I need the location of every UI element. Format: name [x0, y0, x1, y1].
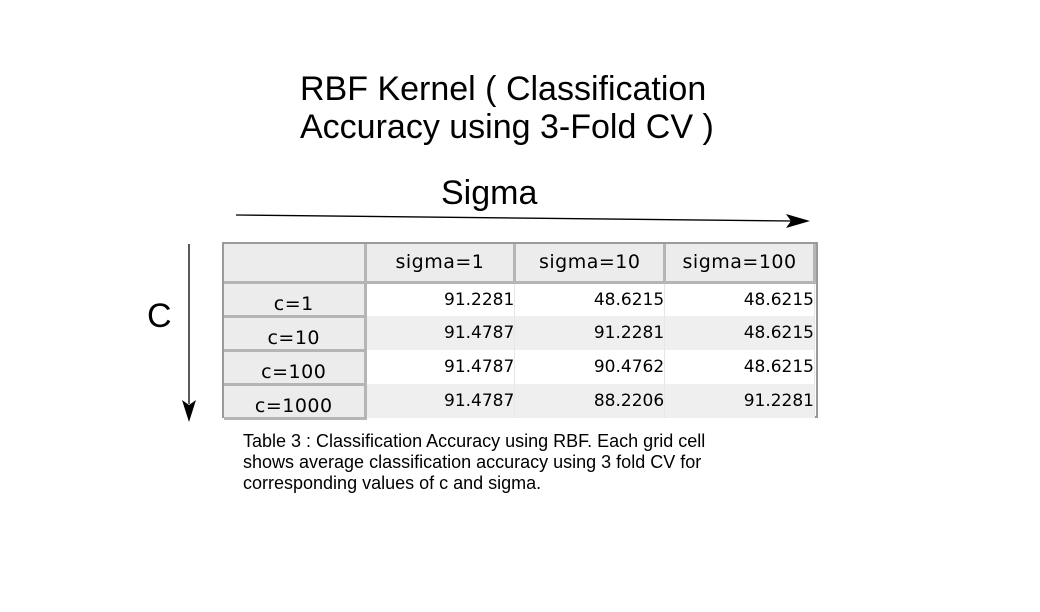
- table-cell: 48.6215: [664, 282, 815, 316]
- chart-title: RBF Kernel ( Classification Accuracy usi…: [300, 70, 714, 146]
- results-table: sigma=1 sigma=10 sigma=100 c=1 91.2281 4…: [222, 242, 818, 420]
- column-header: sigma=100: [664, 244, 816, 284]
- table-caption: Table 3 : Classification Accuracy using …: [243, 431, 706, 493]
- table-cell: 91.4787: [365, 350, 516, 384]
- table-cell: 91.4787: [365, 384, 516, 418]
- column-header: sigma=10: [514, 244, 667, 284]
- table-cell: 48.6215: [514, 282, 666, 316]
- table-cell: 90.4762: [514, 350, 666, 384]
- table-cell: 91.2281: [664, 384, 815, 418]
- table-corner-cell: [224, 244, 367, 284]
- table-cell: 91.2281: [514, 316, 666, 350]
- table-cell: 91.2281: [365, 282, 516, 316]
- table-row: c=100 91.4787 90.4762 48.6215: [224, 350, 815, 386]
- row-header: c=100: [224, 350, 367, 386]
- c-axis-label: C: [147, 297, 172, 335]
- sigma-axis-arrow: [236, 214, 810, 228]
- results-grid: sigma=1 sigma=10 sigma=100 c=1 91.2281 4…: [224, 244, 816, 420]
- column-header: sigma=1: [365, 244, 517, 284]
- table-row: c=10 91.4787 91.2281 48.6215: [224, 316, 815, 352]
- row-header: c=1: [224, 282, 367, 318]
- c-axis-arrow: [182, 244, 196, 422]
- row-header: c=1000: [224, 384, 367, 420]
- table-row: c=1000 91.4787 88.2206 91.2281: [224, 384, 815, 420]
- table-cell: 91.4787: [365, 316, 516, 350]
- table-cell: 88.2206: [514, 384, 666, 418]
- sigma-axis-label: Sigma: [441, 174, 538, 212]
- table-cell: 48.6215: [664, 350, 815, 384]
- row-header: c=10: [224, 316, 367, 352]
- table-cell: 48.6215: [664, 316, 815, 350]
- table-row: c=1 91.2281 48.6215 48.6215: [224, 282, 815, 318]
